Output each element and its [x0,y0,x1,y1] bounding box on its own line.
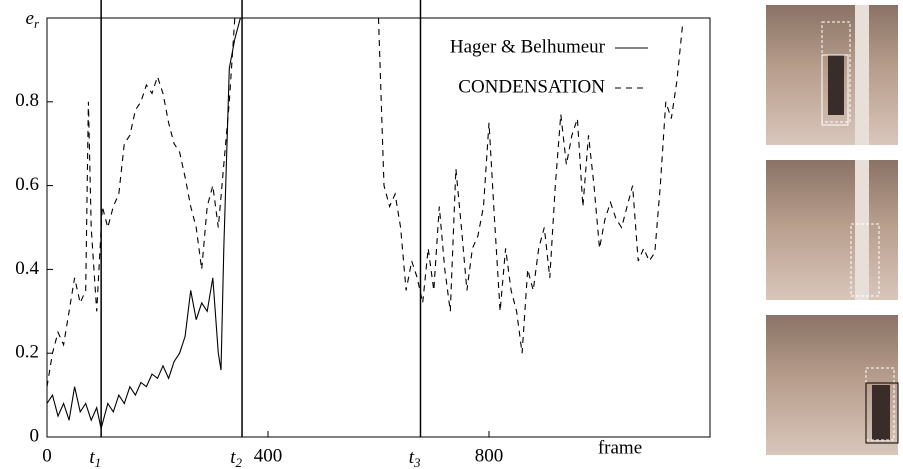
y-axis-label-sub: r [34,16,40,31]
marker-label: t1 [89,447,101,469]
x-tick-label: 800 [475,445,504,466]
person [872,385,890,440]
plot-frame [46,17,711,438]
x-tick-label: 400 [254,445,283,466]
series-line [47,18,683,387]
box [865,382,899,444]
marker-label-sub: 1 [95,455,102,469]
person [828,55,844,115]
marker-label-sub: 2 [236,455,243,469]
x-axis-label: frame [598,437,642,458]
y-tick-label: 0.4 [15,258,39,279]
marker-label-base: t [409,447,415,468]
y-tick-label: 0.6 [15,174,39,195]
pillar [855,5,869,145]
y-tick-label: 0.2 [15,342,39,363]
marker-label: t2 [230,447,242,469]
y-axis-label: er [26,8,40,31]
marker-label: t3 [409,447,421,469]
y-tick-label: 0 [30,425,40,446]
marker-label-base: t [89,447,95,468]
photo [766,160,898,300]
y-tick-label: 0.8 [15,90,39,111]
legend-label: CONDENSATION [458,76,605,97]
legend-label: Hager & Belhumeur [450,36,606,57]
pillar [855,160,869,300]
box [821,54,849,126]
y-axis-label-base: e [26,8,34,29]
x-tick-label: 0 [42,445,52,466]
photos [766,5,899,455]
series-line [47,18,241,429]
marker-label-sub: 3 [413,455,421,469]
marker-label-base: t [230,447,236,468]
